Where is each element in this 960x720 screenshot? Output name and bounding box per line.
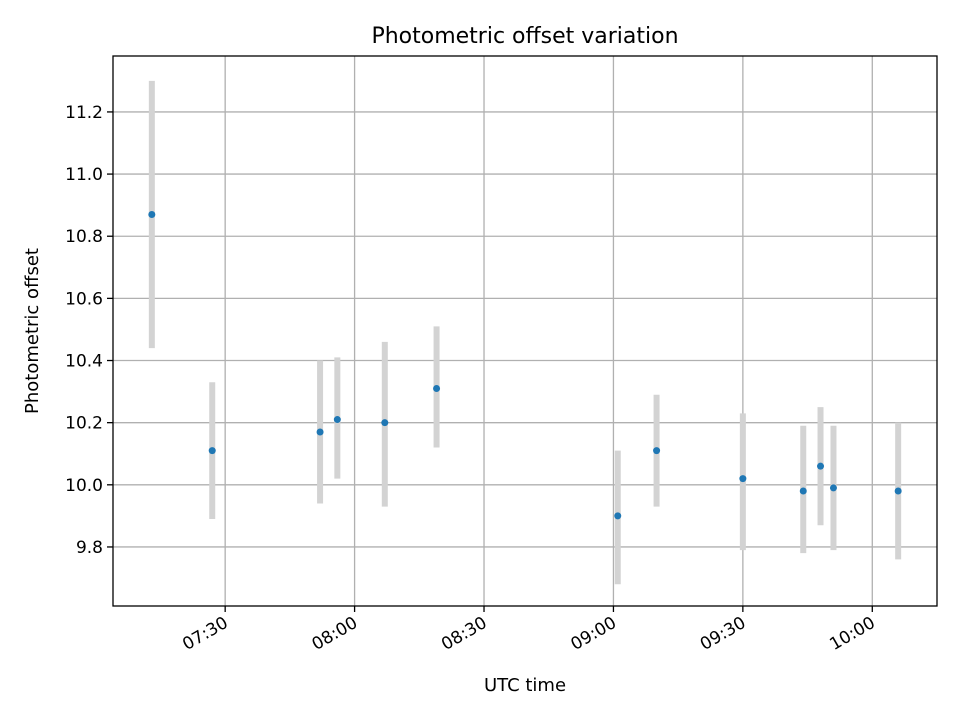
data-point [829, 484, 837, 492]
x-tick-label: 07:30 [179, 613, 231, 655]
y-tick-label: 11.0 [65, 165, 103, 185]
y-tick-label: 10.8 [65, 227, 103, 247]
data-point [653, 447, 661, 455]
chart-title: Photometric offset variation [371, 24, 678, 49]
y-tick-label: 10.6 [65, 289, 103, 309]
y-tick-label: 10.0 [65, 476, 103, 496]
x-axis-label: UTC time [484, 675, 566, 696]
data-point [894, 487, 902, 495]
y-tick-label: 10.4 [65, 352, 103, 372]
y-axis-label: Photometric offset [22, 248, 43, 414]
data-point [208, 447, 216, 455]
y-axis-ticks: 9.8 10.0 10.2 10.4 10.6 10.8 11.0 11.2 [65, 103, 113, 558]
data-point [433, 384, 441, 392]
data-point [614, 512, 622, 520]
x-tick-label: 09:30 [697, 613, 749, 655]
x-tick-label: 10:00 [826, 613, 878, 655]
y-tick-label: 9.8 [76, 538, 103, 558]
plot-frame [112, 55, 938, 607]
data-point [148, 210, 156, 218]
x-tick-label: 08:00 [309, 613, 361, 655]
y-tick-label: 11.2 [65, 103, 103, 123]
grid-lines [113, 56, 937, 606]
data-point [799, 487, 807, 495]
error-bars [148, 80, 902, 585]
data-point [739, 475, 747, 483]
data-point [381, 419, 389, 427]
x-tick-label: 08:30 [438, 613, 490, 655]
data-point [316, 428, 324, 436]
x-axis-ticks: 07:30 08:00 08:30 09:00 09:30 10:00 [179, 606, 879, 655]
data-point [333, 416, 341, 424]
x-tick-label: 09:00 [568, 613, 620, 655]
data-point [817, 462, 825, 470]
data-points [148, 210, 902, 520]
y-tick-label: 10.2 [65, 414, 103, 434]
